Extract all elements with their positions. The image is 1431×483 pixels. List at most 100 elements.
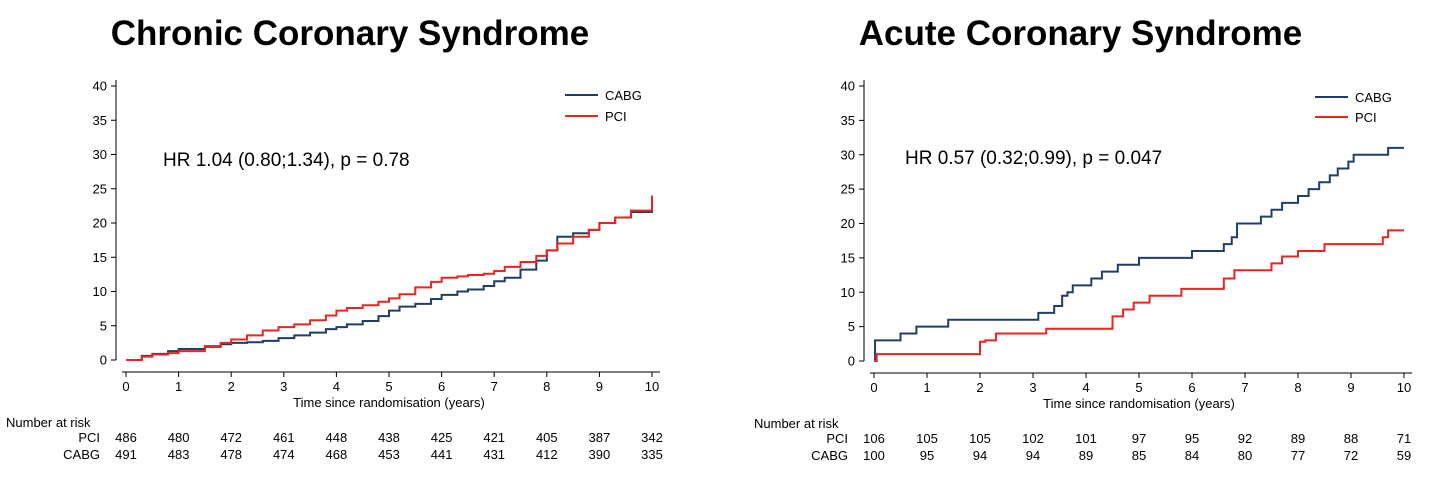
risk-row-label-cabg: CABG <box>63 447 100 462</box>
y-tick-label: 5 <box>848 319 855 334</box>
chart-title: Acute Coronary Syndrome <box>858 14 1303 53</box>
y-tick-label: 25 <box>93 181 107 196</box>
risk-count-pci: 425 <box>431 430 453 445</box>
x-tick-label: 4 <box>1082 380 1089 395</box>
risk-count-cabg: 453 <box>378 447 400 462</box>
series-line-pci <box>126 195 653 361</box>
risk-count-cabg: 94 <box>1026 448 1040 463</box>
x-tick-label: 9 <box>1347 380 1354 395</box>
x-tick-label: 2 <box>228 379 235 394</box>
y-tick-label: 35 <box>93 113 107 128</box>
y-tick-label: 30 <box>93 147 107 162</box>
x-tick-label: 6 <box>438 379 445 394</box>
risk-count-pci: 438 <box>378 430 400 445</box>
x-tick-label: 0 <box>870 380 877 395</box>
risk-count-pci: 105 <box>969 431 991 446</box>
y-tick-label: 20 <box>841 216 855 231</box>
risk-count-cabg: 478 <box>220 447 242 462</box>
risk-count-cabg: 84 <box>1185 448 1199 463</box>
chart-panel-acute: Acute Coronary Syndrome 0 5 10 15 20 25 30 35 40… <box>730 0 1431 483</box>
risk-count-cabg: 441 <box>431 447 453 462</box>
x-tick-label: 2 <box>976 380 983 395</box>
risk-count-cabg: 59 <box>1397 448 1411 463</box>
risk-count-pci: 89 <box>1291 431 1305 446</box>
legend-label-pci: PCI <box>605 109 627 124</box>
x-tick-label: 1 <box>923 380 930 395</box>
x-tick-label: 6 <box>1188 380 1195 395</box>
y-tick-label: 0 <box>848 354 855 369</box>
risk-count-cabg: 483 <box>168 447 190 462</box>
risk-count-cabg: 100 <box>863 448 885 463</box>
chart-title: Chronic Coronary Syndrome <box>110 14 590 53</box>
risk-count-pci: 101 <box>1075 431 1097 446</box>
risk-count-pci: 486 <box>115 430 137 445</box>
risk-count-cabg: 72 <box>1344 448 1358 463</box>
risk-count-pci: 92 <box>1238 431 1252 446</box>
legend-label-pci: PCI <box>1355 110 1377 125</box>
risk-count-cabg: 491 <box>115 447 137 462</box>
y-tick-label: 40 <box>93 79 107 94</box>
x-axis-label: Time since randomisation (years) <box>293 395 485 410</box>
risk-row-label-cabg: CABG <box>811 448 848 463</box>
risk-count-cabg: 431 <box>483 447 505 462</box>
y-tick-label: 10 <box>841 285 855 300</box>
risk-count-cabg: 85 <box>1132 448 1146 463</box>
legend-label-cabg: CABG <box>1355 90 1392 105</box>
risk-table-header: Number at risk <box>6 415 91 430</box>
risk-count-cabg: 94 <box>973 448 987 463</box>
risk-count-cabg: 95 <box>920 448 934 463</box>
x-tick-label: 8 <box>1294 380 1301 395</box>
x-tick-label: 10 <box>1397 380 1411 395</box>
hazard-ratio-annotation: HR 1.04 (0.80;1.34), p = 0.78 <box>163 150 410 171</box>
y-tick-label: 20 <box>93 216 107 231</box>
x-tick-label: 4 <box>333 379 340 394</box>
y-tick-label: 25 <box>841 182 855 197</box>
y-tick-label: 15 <box>841 250 855 265</box>
legend-label-cabg: CABG <box>605 88 642 103</box>
risk-count-pci: 88 <box>1344 431 1358 446</box>
y-tick-label: 15 <box>93 250 107 265</box>
risk-table-header: Number at risk <box>754 416 839 431</box>
x-tick-label: 3 <box>1029 380 1036 395</box>
risk-count-cabg: 80 <box>1238 448 1252 463</box>
risk-count-cabg: 89 <box>1079 448 1093 463</box>
risk-count-cabg: 335 <box>641 447 663 462</box>
series-line-pci <box>874 229 1404 362</box>
risk-row-label-pci: PCI <box>78 430 100 445</box>
risk-count-pci: 448 <box>326 430 348 445</box>
hazard-ratio-annotation: HR 0.57 (0.32;0.99), p = 0.047 <box>905 148 1162 169</box>
risk-count-cabg: 390 <box>589 447 611 462</box>
x-tick-label: 0 <box>122 379 129 394</box>
km-chart-chronic: 0 5 10 15 20 25 30 35 40 0 1 2 3 4 5 6 7 8 9 10 Time since r… <box>6 79 663 463</box>
risk-count-pci: 472 <box>220 430 242 445</box>
risk-count-pci: 421 <box>483 430 505 445</box>
x-tick-label: 9 <box>596 379 603 394</box>
risk-count-pci: 105 <box>916 431 938 446</box>
risk-count-pci: 102 <box>1022 431 1044 446</box>
series-line-cabg <box>126 200 653 361</box>
y-tick-label: 10 <box>93 284 107 299</box>
risk-row-label-pci: PCI <box>826 431 848 446</box>
chart-panel-chronic: Chronic Coronary Syndrome 0 5 10 15 20 25 30 35… <box>0 0 700 483</box>
risk-count-pci: 480 <box>168 430 190 445</box>
risk-count-pci: 405 <box>536 430 558 445</box>
y-tick-label: 5 <box>100 318 107 333</box>
y-tick-label: 40 <box>841 79 855 94</box>
risk-count-cabg: 468 <box>326 447 348 462</box>
y-tick-label: 30 <box>841 147 855 162</box>
risk-count-pci: 387 <box>589 430 611 445</box>
x-tick-label: 7 <box>491 379 498 394</box>
x-tick-label: 10 <box>645 379 659 394</box>
risk-count-cabg: 474 <box>273 447 295 462</box>
x-tick-label: 3 <box>280 379 287 394</box>
risk-count-pci: 71 <box>1397 431 1411 446</box>
risk-count-cabg: 77 <box>1291 448 1305 463</box>
risk-count-pci: 95 <box>1185 431 1199 446</box>
risk-count-pci: 342 <box>641 430 663 445</box>
risk-count-pci: 461 <box>273 430 295 445</box>
x-tick-label: 5 <box>385 379 392 394</box>
x-tick-label: 5 <box>1135 380 1142 395</box>
risk-count-pci: 106 <box>863 431 885 446</box>
series-line-cabg <box>874 146 1404 362</box>
